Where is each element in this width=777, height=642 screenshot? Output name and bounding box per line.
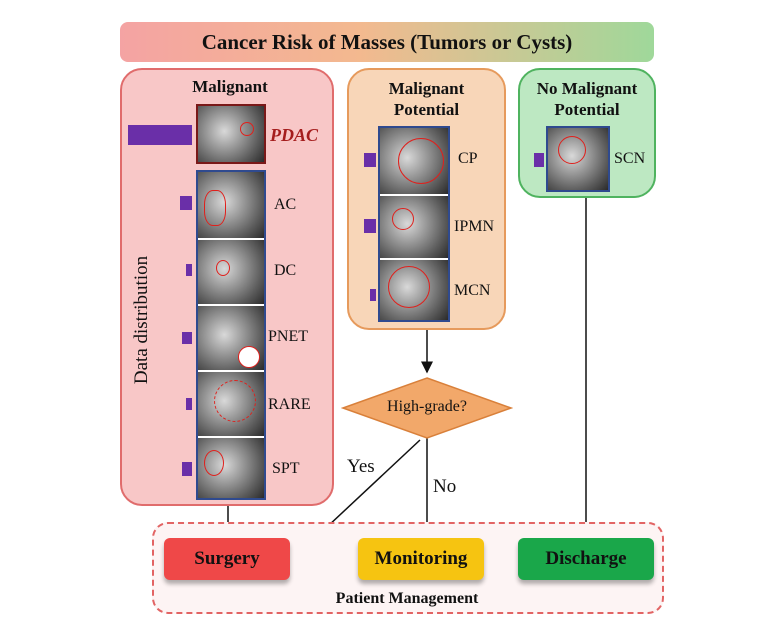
rare-scan xyxy=(198,370,264,436)
decision-question: High-grade? xyxy=(387,398,467,415)
potential-scan-strip xyxy=(378,126,450,322)
pdac-scan xyxy=(196,104,266,164)
diagram-title: Cancer Risk of Masses (Tumors or Cysts) xyxy=(201,29,573,54)
decision-no-label: No xyxy=(433,476,457,497)
dc-scan xyxy=(198,238,264,304)
pnet-label: PNET xyxy=(268,328,308,345)
malignant-scan-strip xyxy=(196,170,266,500)
ac-distribution-bar xyxy=(180,196,192,210)
spt-distribution-bar xyxy=(182,462,192,476)
dc-label: DC xyxy=(274,262,297,279)
scn-scan xyxy=(546,126,610,192)
rare-distribution-bar xyxy=(186,398,192,410)
spt-scan xyxy=(198,436,264,498)
ac-scan xyxy=(198,172,264,238)
mcn-label: MCN xyxy=(454,282,491,299)
pdac-label: PDAC xyxy=(270,125,319,145)
scn-distribution-bar xyxy=(534,153,544,167)
cp-label: CP xyxy=(458,150,478,167)
pnet-distribution-bar xyxy=(182,332,192,344)
ac-label: AC xyxy=(274,196,297,213)
pdac-distribution-bar xyxy=(128,125,192,145)
mcn-scan xyxy=(380,258,448,320)
decision-diamond xyxy=(341,377,513,439)
ipmn-label: IPMN xyxy=(454,218,495,235)
cp-distribution-bar xyxy=(364,153,376,167)
discharge-box: Discharge xyxy=(518,538,654,580)
rare-label: RARE xyxy=(268,396,311,413)
spt-label: SPT xyxy=(272,460,300,477)
scn-label: SCN xyxy=(614,150,646,167)
title-bar: Cancer Risk of Masses (Tumors or Cysts) xyxy=(120,22,654,62)
surgery-box: Surgery xyxy=(164,538,290,580)
no-malignant-potential-heading: No Malignant Potential xyxy=(536,79,638,119)
pnet-scan xyxy=(198,304,264,370)
malignant-heading: Malignant xyxy=(192,77,268,96)
dc-distribution-bar xyxy=(186,264,192,276)
ipmn-scan xyxy=(380,194,448,258)
decision-yes-label: Yes xyxy=(347,456,375,477)
ipmn-distribution-bar xyxy=(364,219,376,233)
monitoring-box: Monitoring xyxy=(358,538,484,580)
mcn-distribution-bar xyxy=(370,289,376,301)
cp-scan xyxy=(380,128,448,194)
patient-management-label: Patient Management xyxy=(335,590,479,607)
malignant-potential-heading: Malignant Potential xyxy=(388,79,465,119)
